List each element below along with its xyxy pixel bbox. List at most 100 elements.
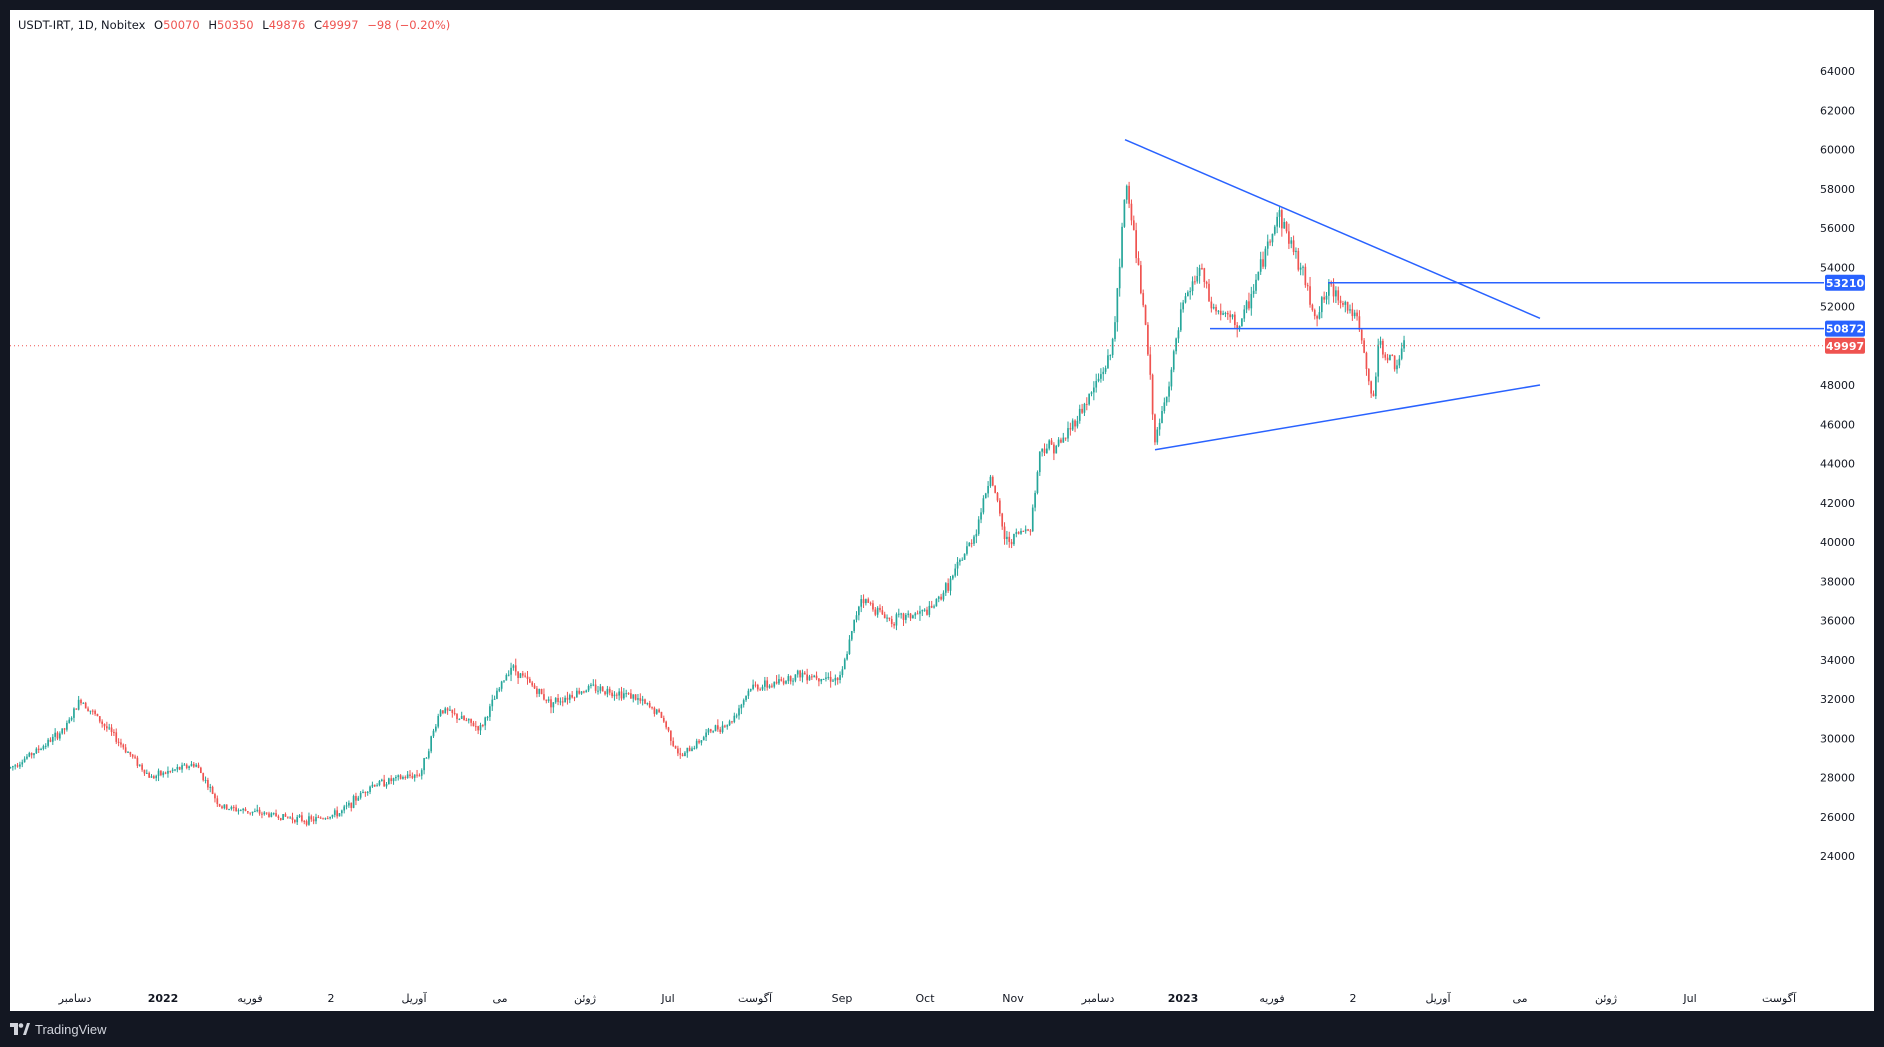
candle-body (432, 730, 435, 737)
candle-body (357, 797, 360, 801)
chart-canvas[interactable]: 64000 62000 60000 58000 56000 54000 52000 48000… (10, 10, 1874, 1011)
candle-body (858, 606, 860, 616)
candle-body (735, 715, 738, 717)
candle-body (181, 765, 183, 770)
price-tick-label: 38000 (1820, 575, 1855, 588)
candle-body (799, 670, 801, 678)
time-tick-label: دسامبر (58, 992, 92, 1005)
candle-body (738, 708, 740, 716)
candle-body (1398, 358, 1401, 366)
candle-body (1372, 393, 1375, 397)
candle-body (110, 727, 113, 733)
candle-body (117, 741, 120, 743)
candle-body (1304, 266, 1307, 286)
candle-body (721, 725, 724, 733)
candle-body (639, 698, 642, 701)
candle-body (484, 717, 487, 726)
candle-body (1306, 285, 1309, 287)
candle-body (1062, 437, 1065, 443)
candle-body (1147, 324, 1149, 355)
candle-body (533, 685, 536, 689)
candle-body (1205, 282, 1208, 284)
candle-body (319, 817, 322, 819)
candle-body (442, 710, 444, 714)
candle-body (232, 806, 235, 808)
candle-body (712, 731, 714, 733)
candle-body (124, 747, 127, 753)
chart-panel[interactable]: 64000 62000 60000 58000 56000 54000 52000 48000… (10, 10, 1874, 1011)
candle-body (700, 740, 703, 743)
price-axis[interactable]: 64000 62000 60000 58000 56000 54000 52000 48000… (1820, 65, 1865, 863)
candle-body (1245, 301, 1248, 310)
price-tick-label: 34000 (1820, 654, 1855, 667)
candle-body (249, 812, 252, 814)
candle-body (12, 766, 14, 768)
candle-body (1382, 340, 1384, 355)
lower-trendline[interactable] (1154, 384, 1541, 451)
candle-body (1215, 306, 1217, 312)
candle-body (153, 776, 155, 779)
candle-body (914, 613, 917, 616)
candle-body (747, 690, 750, 696)
candle-body (230, 806, 233, 809)
candle-body (970, 542, 973, 544)
candle-body (1118, 266, 1121, 289)
upper-trendline[interactable] (1124, 138, 1541, 319)
candle-body (171, 769, 174, 771)
time-tick-label: 2023 (1168, 992, 1199, 1005)
candle-body (430, 736, 432, 752)
candle-body (604, 691, 606, 695)
candle-body (256, 809, 259, 812)
candle-body (980, 512, 982, 520)
candle-body (1339, 300, 1342, 303)
candle-body (1295, 250, 1297, 253)
candle-body (1109, 355, 1112, 357)
candle-body (505, 675, 508, 681)
candle-body (73, 708, 75, 718)
candle-body (1328, 282, 1330, 296)
drawings[interactable] (10, 138, 1824, 451)
candle-body (688, 747, 691, 752)
candle-body (1243, 309, 1246, 319)
candle-body (999, 500, 1001, 514)
candle-body (832, 680, 834, 682)
candle-body (1053, 444, 1055, 454)
candle-body (1010, 541, 1013, 545)
candle-body (959, 559, 961, 562)
candle-body (91, 710, 94, 712)
candle-body (545, 699, 548, 701)
time-axis[interactable]: دسامبر 2022 فوریه 2 آوریل می ژوئن Jul آگوست Sep Oc… (58, 991, 1797, 1005)
candle-body (1027, 529, 1029, 531)
candle-body (890, 618, 893, 624)
candle-body (677, 748, 679, 754)
candle-body (435, 726, 437, 731)
candle-body (1116, 288, 1119, 323)
tradingview-logo[interactable]: TradingView (10, 1020, 107, 1038)
candle-body (580, 691, 583, 694)
candle-body (550, 699, 552, 708)
plot-area[interactable] (10, 181, 1405, 827)
candle-body (406, 774, 409, 779)
price-tick-label: 24000 (1820, 850, 1855, 863)
candle-body (1069, 428, 1072, 430)
candle-body (860, 599, 863, 607)
candle-body (916, 613, 919, 615)
candle-body (771, 685, 773, 687)
candle-body (672, 740, 675, 746)
candle-body (1055, 445, 1058, 454)
candle-body (239, 810, 242, 812)
candle-body (164, 772, 167, 774)
candle-body (1191, 281, 1194, 292)
candle-body (613, 694, 616, 697)
candle-body (411, 775, 414, 778)
candle-body (618, 691, 620, 696)
candle-body (496, 690, 498, 699)
candle-body (1323, 297, 1325, 300)
candle-body (1060, 439, 1062, 443)
candle-body (404, 777, 407, 779)
candle-body (1128, 185, 1130, 204)
candle-body (136, 757, 139, 766)
candle-body (423, 758, 425, 771)
candle-body (902, 613, 905, 620)
candle-body (653, 707, 656, 714)
